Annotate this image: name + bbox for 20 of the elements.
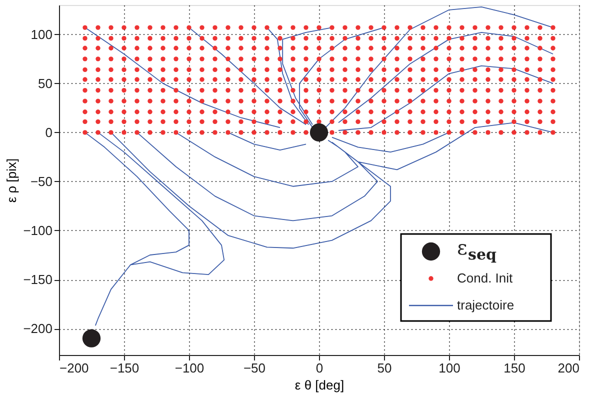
- x-tick-label: −50: [243, 360, 266, 376]
- y-tick-label: −100: [23, 222, 52, 238]
- y-tick-label: 50: [38, 76, 52, 91]
- legend-label: Cond. Init: [457, 270, 514, 286]
- y-tick-label: −150: [23, 272, 52, 288]
- x-tick-label: 50: [377, 360, 392, 376]
- legend-label: trajectoire: [457, 298, 514, 312]
- x-tick-label: −200: [60, 360, 89, 376]
- x-tick-label: 150: [504, 360, 526, 376]
- y-tick-label: 100: [30, 26, 52, 42]
- x-tick-label: −100: [174, 360, 204, 376]
- x-tick-label: 200: [558, 360, 580, 376]
- y-axis-title: ε ρ [pix]: [4, 158, 20, 203]
- y-tick-label: −50: [30, 174, 52, 189]
- x-axis-title: ε θ [deg]: [294, 378, 344, 392]
- y-tick-label: 0: [45, 124, 52, 140]
- x-tick-label: −150: [110, 360, 140, 376]
- x-tick-label: 0: [316, 360, 324, 376]
- x-tick-label: 100: [438, 360, 460, 376]
- y-tick-label: −200: [23, 321, 52, 336]
